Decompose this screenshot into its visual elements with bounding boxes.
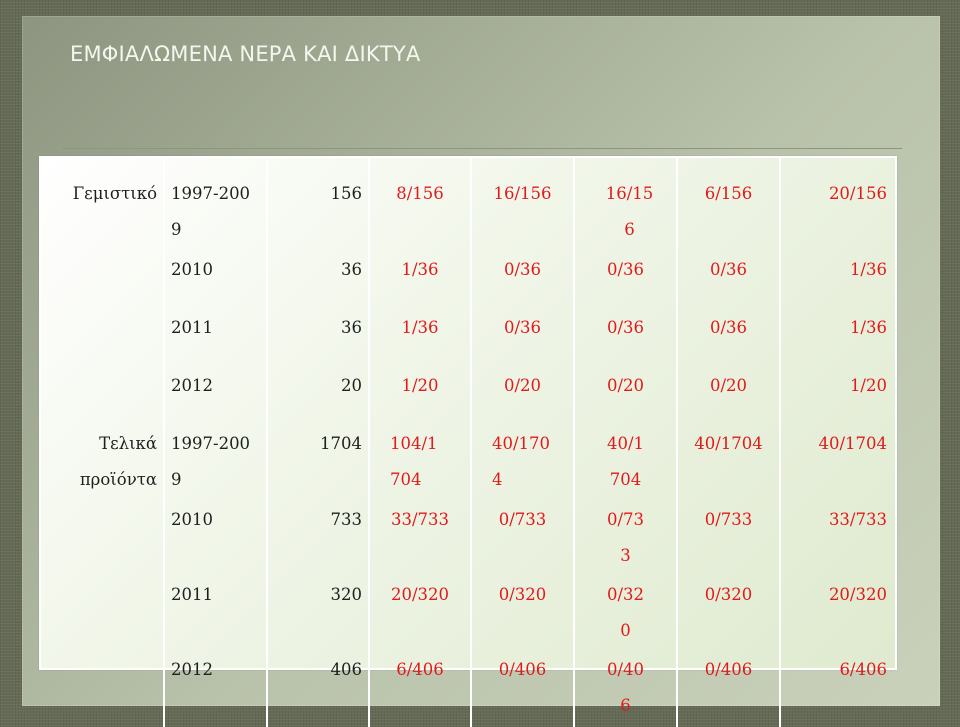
value-cell: 8/156 (369, 158, 472, 251)
total-cell: 156 (267, 158, 370, 251)
value-cell: 0/20 (471, 367, 575, 425)
value-cell: 1/20 (849, 376, 887, 395)
value-cell: 0/733 (677, 501, 781, 576)
value-cell: 0/733 (471, 501, 575, 576)
table-row: 2010 733 33/733 0/733 0/733 0/733 33/733 (41, 501, 895, 576)
value-cell: 16/156 (574, 158, 678, 251)
value-cell: 20/320 (828, 585, 887, 604)
year-cell: 2011 (164, 576, 268, 651)
table-row: 2012 20 1/20 0/20 0/20 0/20 1/20 (41, 367, 895, 425)
value-cell: 1/20 (369, 367, 472, 425)
value-cell: 40/1704 (574, 425, 678, 501)
year-cell: 2012 (164, 651, 268, 726)
value-cell: 6/156 (677, 158, 781, 251)
category-cell (41, 576, 165, 651)
value-cell: 0/36 (574, 309, 678, 367)
table-row: Γεμιστικό 1997-2009 156 8/156 16/156 16/… (41, 158, 895, 251)
value-cell: 0/36 (574, 251, 678, 309)
table-row: 2011 320 20/320 0/320 0/320 0/320 20/320 (41, 576, 895, 651)
value-cell: 1/36 (369, 309, 472, 367)
year-cell: 2010 (164, 251, 268, 309)
value-cell: 40/1704 (471, 425, 575, 501)
value-cell: 6/406 (839, 660, 887, 679)
table-row: 2012 406 6/406 0/406 0/406 0/406 6/406 (41, 651, 895, 726)
value-cell: 20/320 (369, 576, 472, 651)
value-cell: 0/36 (677, 251, 781, 309)
value-cell: 40/1704 (677, 425, 781, 501)
category-cell (41, 367, 165, 425)
value-cell: 0/406 (677, 651, 781, 726)
year-cell: 2011 (164, 309, 268, 367)
value-cell: 0/320 (471, 576, 575, 651)
value-cell: 0/320 (677, 576, 781, 651)
year-cell: 2010 (164, 501, 268, 576)
total-cell: 36 (267, 309, 370, 367)
total-cell: 406 (267, 651, 370, 726)
value-cell: 16/156 (471, 158, 575, 251)
value-cell: 20/156 (828, 184, 887, 203)
value-cell: 0/733 (574, 501, 678, 576)
category-cell (41, 651, 165, 726)
total-cell: 733 (267, 501, 370, 576)
total-cell: 20 (267, 367, 370, 425)
value-cell: 40/1704 (818, 434, 887, 453)
table-row: Τελικά προϊόντα 1997-2009 1704 104/1704 … (41, 425, 895, 501)
year-cell: 2012 (164, 367, 268, 425)
value-cell: 1/36 (369, 251, 472, 309)
value-cell: 0/20 (677, 367, 781, 425)
value-cell: 1/36 (849, 260, 887, 279)
category-cell (41, 501, 165, 576)
total-cell: 36 (267, 251, 370, 309)
value-cell: 0/36 (677, 309, 781, 367)
total-cell: 1704 (267, 425, 370, 501)
data-table-container: Γεμιστικό 1997-2009 156 8/156 16/156 16/… (39, 156, 897, 726)
value-cell: 0/406 (574, 651, 678, 726)
category-cell (41, 309, 165, 367)
data-table: Γεμιστικό 1997-2009 156 8/156 16/156 16/… (41, 158, 895, 727)
value-cell: 104/1704 (369, 425, 472, 501)
category-cell (41, 251, 165, 309)
value-cell: 6/406 (369, 651, 472, 726)
slide-title: ΕΜΦΙΑΛΩΜΕΝΑ ΝΕΡΑ ΚΑΙ ΔΙΚΤΥΑ (70, 42, 421, 66)
year-cell: 1997-2009 (164, 158, 268, 251)
value-cell: 0/36 (471, 309, 575, 367)
value-cell: 0/36 (471, 251, 575, 309)
value-cell: 33/733 (828, 510, 887, 529)
year-cell: 1997-2009 (164, 425, 268, 501)
category-cell: Γεμιστικό (41, 158, 165, 251)
category-cell: Τελικά προϊόντα (41, 425, 165, 501)
table-row: 2010 36 1/36 0/36 0/36 0/36 1/36 (41, 251, 895, 309)
title-divider (62, 148, 902, 149)
value-cell: 1/36 (849, 318, 887, 337)
total-cell: 320 (267, 576, 370, 651)
table-row: 2011 36 1/36 0/36 0/36 0/36 1/36 (41, 309, 895, 367)
value-cell: 0/320 (574, 576, 678, 651)
value-cell: 33/733 (369, 501, 472, 576)
value-cell: 0/406 (471, 651, 575, 726)
value-cell: 0/20 (574, 367, 678, 425)
